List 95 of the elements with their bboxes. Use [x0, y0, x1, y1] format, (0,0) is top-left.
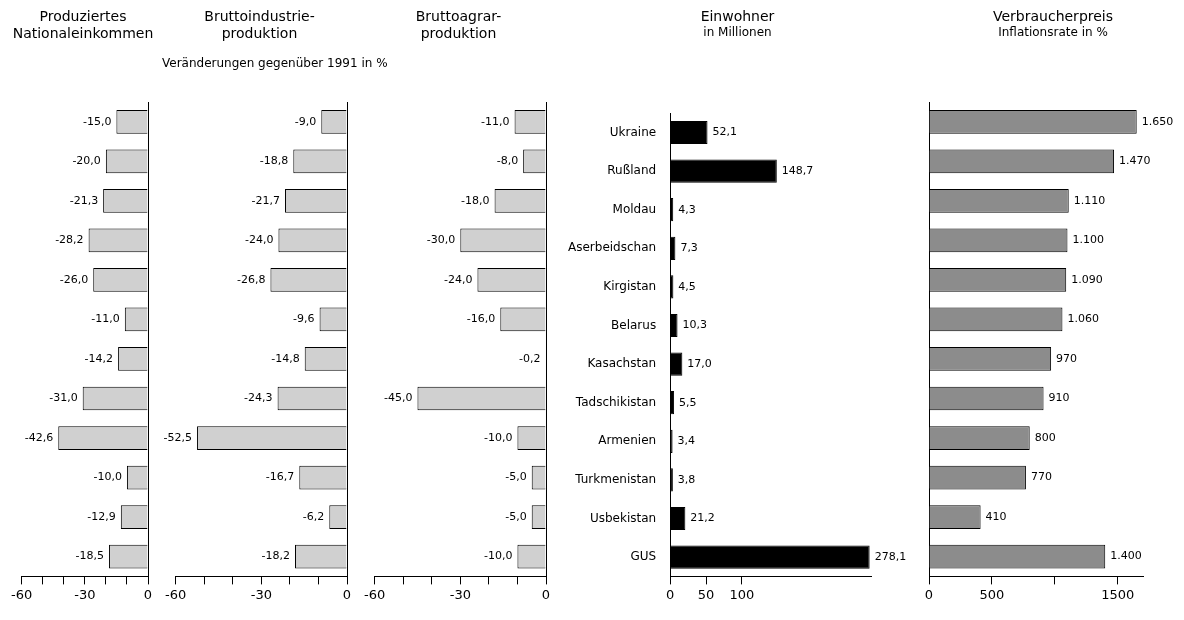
data-label: 4,3 — [678, 202, 696, 216]
data-label: -6,2 — [302, 509, 325, 523]
data-label: -18,2 — [261, 549, 291, 563]
data-label: 410 — [985, 509, 1007, 523]
data-label: -16,7 — [265, 470, 295, 484]
data-label: -26,8 — [236, 272, 266, 286]
data-label: 17,0 — [687, 356, 712, 370]
data-label: 1.090 — [1071, 272, 1103, 286]
data-label: 1.110 — [1073, 193, 1106, 207]
x-tick-label: 0 — [143, 586, 153, 602]
chart-title: Bruttoindustrie- produktion — [203, 8, 316, 42]
chart-subtitle: in Millionen — [702, 25, 773, 40]
data-label: -8,0 — [496, 154, 519, 168]
data-label: -10,0 — [93, 470, 122, 484]
data-label: -18,5 — [75, 549, 105, 563]
data-label: 800 — [1034, 430, 1056, 444]
data-label: -52,5 — [163, 430, 193, 444]
data-label: 1.100 — [1072, 233, 1104, 247]
data-label: 52,1 — [712, 125, 738, 139]
chart-title: Bruttoagrar- produktion — [414, 8, 503, 42]
y-tick-label: Belarus — [611, 317, 657, 332]
data-label: -21,7 — [251, 193, 281, 207]
data-label: 910 — [1048, 391, 1070, 405]
x-tick-label: 0 — [666, 586, 675, 602]
data-label: 3,4 — [677, 434, 696, 448]
y-tick-label: Turkmenistan — [574, 472, 657, 487]
data-label: 1.470 — [1119, 154, 1151, 168]
data-label: -12,9 — [87, 509, 116, 523]
y-tick-label: Usbekistan — [589, 510, 657, 525]
data-label: 1.650 — [1141, 114, 1174, 128]
data-label: -45,0 — [383, 391, 413, 405]
data-label: -20,0 — [72, 154, 101, 168]
x-tick-label: -60 — [364, 586, 386, 602]
x-tick-label: -30 — [74, 586, 96, 602]
y-tick-label: Moldau — [612, 201, 657, 216]
data-label: 770 — [1030, 470, 1052, 484]
data-label: 3,8 — [677, 472, 696, 486]
x-tick-label: 100 — [729, 586, 755, 602]
data-label: -24,0 — [443, 272, 473, 286]
y-tick-label: Kasachstan — [587, 356, 657, 371]
x-tick-label: 50 — [697, 586, 715, 602]
data-label: 1.400 — [1110, 549, 1142, 563]
data-label: 148,7 — [781, 163, 814, 177]
data-label: 970 — [1056, 351, 1078, 365]
data-label: -42,6 — [24, 430, 54, 444]
x-tick-label: 500 — [979, 586, 1005, 602]
y-tick-label: Tadschikistan — [574, 394, 657, 409]
data-label: 5,5 — [679, 395, 697, 409]
data-label: -30,0 — [426, 233, 456, 247]
data-label: -11,0 — [91, 312, 120, 326]
data-label: -14,8 — [271, 351, 300, 365]
data-label: -18,8 — [259, 154, 289, 168]
x-tick-label: 0 — [541, 586, 551, 602]
data-label: -16,0 — [466, 312, 496, 326]
y-tick-label: GUS — [630, 549, 657, 564]
data-label: -24,0 — [244, 233, 274, 247]
data-label: -11,0 — [481, 114, 510, 128]
data-label: 278,1 — [874, 549, 907, 563]
data-label: -21,3 — [69, 193, 99, 207]
data-label: 21,2 — [690, 511, 715, 525]
data-label: 4,5 — [678, 279, 696, 293]
x-tick-label: -30 — [250, 586, 272, 602]
data-label: -28,2 — [55, 233, 84, 247]
data-label: -26,0 — [59, 272, 89, 286]
y-tick-label: Armenien — [598, 433, 657, 448]
chart-title: Einwohner — [699, 8, 776, 25]
data-label: -9,6 — [293, 312, 315, 326]
data-label: -31,0 — [49, 391, 78, 405]
x-tick-label: -60 — [165, 586, 187, 602]
data-label: -10,0 — [483, 549, 513, 563]
y-tick-label: Aserbeidschan — [567, 240, 657, 255]
data-label: 10,3 — [682, 318, 708, 332]
y-tick-label: Kirgistan — [603, 279, 657, 294]
x-tick-label: 0 — [342, 586, 352, 602]
chart-title: Verbraucherpreis — [992, 8, 1114, 25]
y-tick-label: Ukraine — [609, 124, 657, 139]
data-label: -5,0 — [505, 509, 527, 523]
x-tick-label: -60 — [11, 586, 33, 602]
data-label: -0,2 — [518, 351, 541, 365]
data-label: -14,2 — [84, 351, 114, 365]
data-label: -10,0 — [483, 430, 513, 444]
data-label: 7,3 — [680, 241, 698, 255]
data-label: -24,3 — [244, 391, 273, 405]
chart-title: Produziertes Nationaleinkommen — [11, 8, 155, 42]
x-tick-label: -30 — [449, 586, 471, 602]
data-label: -5,0 — [505, 470, 527, 484]
chart-subtitle: Veränderungen gegenüber 1991 in % — [162, 56, 388, 71]
x-tick-label: 0 — [924, 586, 934, 602]
data-label: -18,0 — [461, 193, 490, 207]
data-label: -15,0 — [82, 114, 112, 128]
chart-subtitle: Inflationsrate in % — [997, 25, 1109, 40]
data-label: 1.060 — [1067, 312, 1099, 326]
y-tick-label: Rußland — [607, 163, 657, 178]
data-label: -9,0 — [294, 114, 317, 128]
x-tick-label: 1500 — [1101, 586, 1135, 602]
